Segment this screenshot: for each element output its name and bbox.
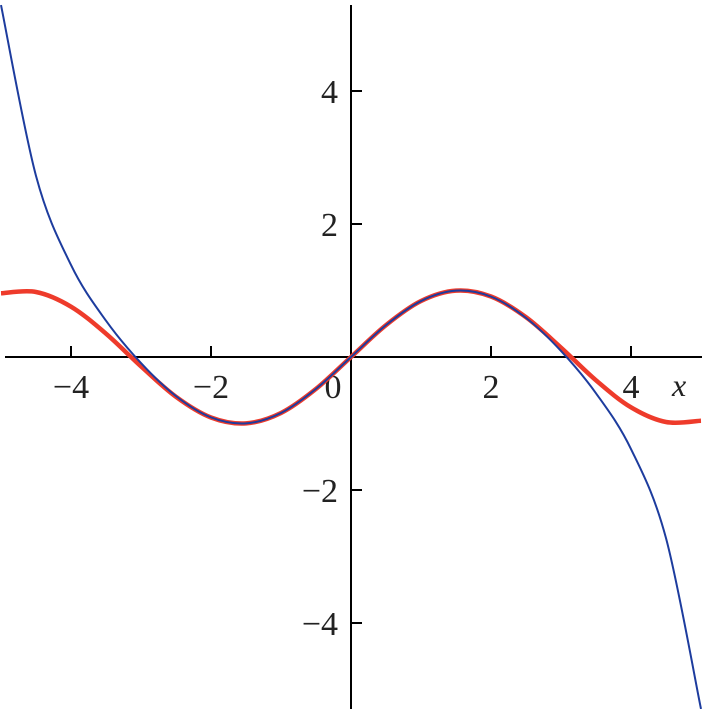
x-tick-label: 2 bbox=[483, 369, 500, 406]
x-tick-label: −4 bbox=[53, 369, 89, 406]
y-tick-label: 4 bbox=[321, 74, 338, 111]
x-axis-label: x bbox=[671, 367, 686, 403]
x-tick-label: 4 bbox=[623, 369, 640, 406]
y-tick-label: −2 bbox=[302, 473, 338, 510]
series-line-2 bbox=[0, 4, 702, 709]
y-tick-label: 2 bbox=[321, 207, 338, 244]
y-tick-label: −4 bbox=[302, 606, 338, 643]
x-tick-label: −2 bbox=[193, 369, 229, 406]
